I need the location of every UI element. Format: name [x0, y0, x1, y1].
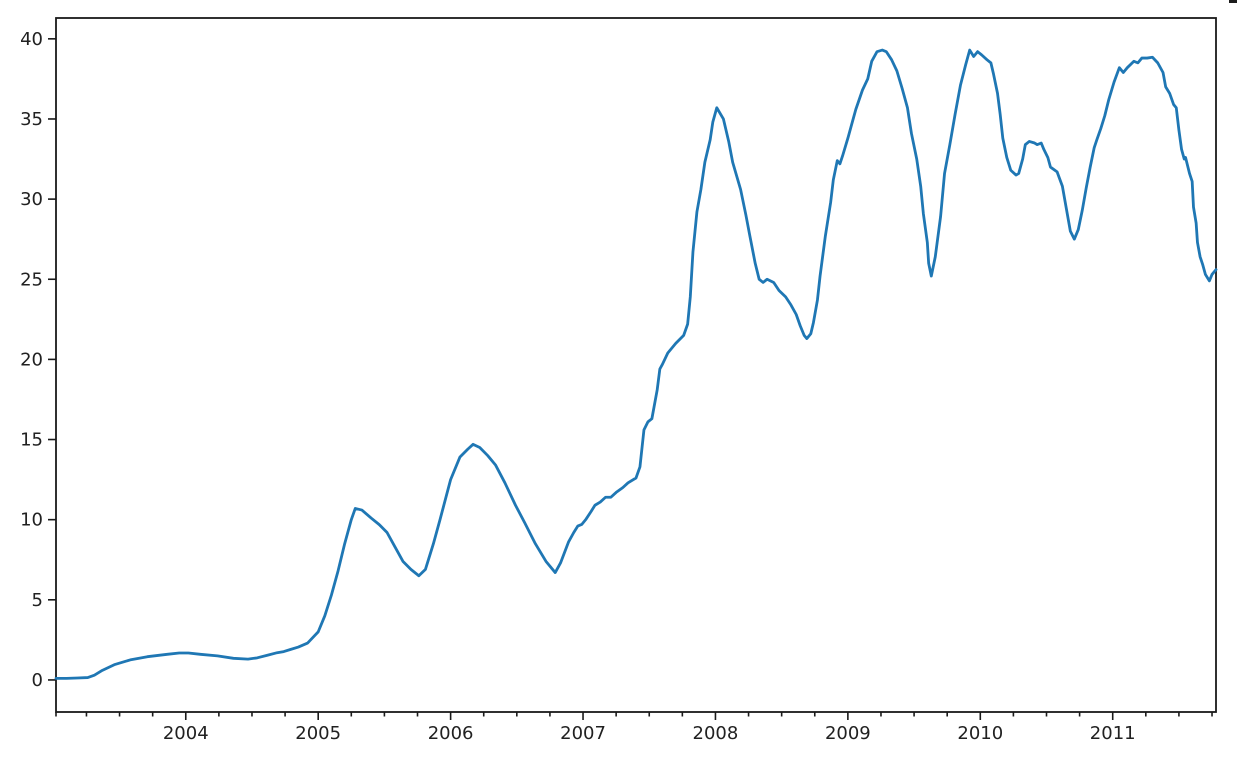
screenshot-corner-artifact — [1229, 0, 1237, 3]
x-tick-label: 2008 — [693, 723, 739, 744]
x-tick-label: 2006 — [428, 723, 474, 744]
y-tick-label: 10 — [20, 510, 43, 531]
y-axis: 0 5 10 15 20 25 30 35 40 — [20, 29, 56, 691]
x-axis: 2004 2005 2006 2007 2008 2009 2010 2011 — [55, 712, 1213, 744]
data-series — [54, 48, 1218, 680]
y-tick-label: 5 — [32, 590, 43, 611]
y-tick-label: 40 — [20, 29, 43, 50]
x-tick-label: 2005 — [295, 723, 341, 744]
x-tick-label: 2011 — [1090, 723, 1136, 744]
y-tick-label: 20 — [20, 349, 43, 370]
y-tick-label: 35 — [20, 109, 43, 130]
y-tick-label: 25 — [20, 269, 43, 290]
timeseries-line — [54, 48, 1218, 680]
plot-frame — [55, 17, 1217, 713]
y-tick-label: 0 — [32, 670, 43, 691]
x-tick-label: 2010 — [957, 723, 1003, 744]
x-tick-label: 2009 — [825, 723, 871, 744]
y-tick-label: 30 — [20, 189, 43, 210]
axes-spines — [55, 17, 1217, 713]
x-tick-label: 2004 — [163, 723, 209, 744]
x-tick-label: 2007 — [560, 723, 606, 744]
y-tick-label: 15 — [20, 430, 43, 451]
